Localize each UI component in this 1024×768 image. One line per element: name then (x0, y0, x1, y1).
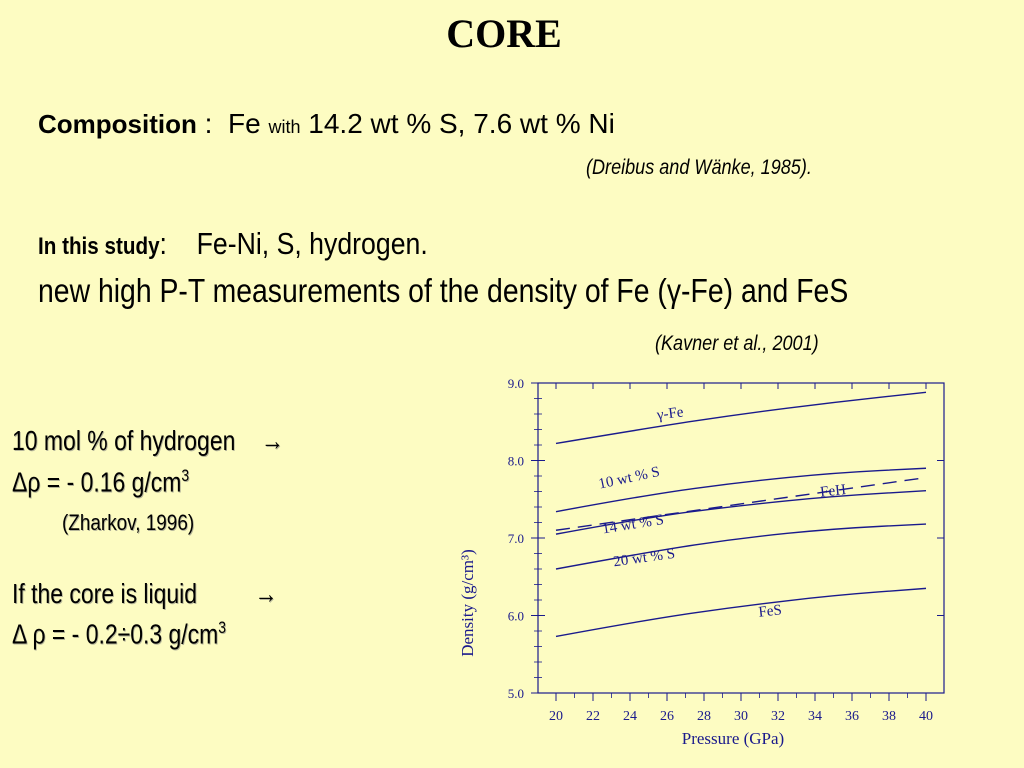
composition-line: Composition : Fe with 14.2 wt % S, 7.6 w… (38, 108, 615, 140)
series-line-14-wt-s (555, 490, 927, 535)
y-tick-label: 9.0 (508, 376, 524, 391)
density-pressure-chart: 5.0 6.0 7.0 8.0 9.0 20 22 24 26 28 30 32 34 36 38 40 γ-… (458, 376, 945, 748)
series-label: FeH (819, 482, 847, 501)
hydrogen-arrow: → (260, 425, 284, 456)
composition-label: Composition (38, 109, 197, 139)
study-measurements: new high P-T measurements of the density… (38, 272, 849, 309)
x-tick-label: 38 (882, 709, 896, 724)
hydrogen-density-change: Δρ = - 0.16 g/cm3 (12, 466, 189, 498)
study-citation: (Kavner et al., 2001) (655, 332, 819, 355)
x-tick-label: 22 (586, 709, 600, 724)
study-line: In this study: Fe-Ni, S, hydrogen. (38, 226, 428, 262)
y-tick-label: 8.0 (508, 454, 524, 469)
series-line-feh (555, 476, 927, 531)
y-axis-label: Density (g/cm³) (458, 549, 477, 657)
x-tick-label: 36 (845, 709, 859, 724)
hydrogen-line: 10 mol % of hydrogen (12, 425, 236, 456)
series-label: γ-Fe (655, 404, 685, 423)
chart-series-labels: γ-Fe 10 wt % S FeH 14 wt % S 20 wt % S FeS (597, 404, 847, 620)
liquid-density-change: Δ ρ = - 0.2÷0.3 g/cm3 (12, 618, 226, 650)
x-tick-label: 26 (660, 709, 674, 724)
liquid-arrow: → (254, 578, 278, 609)
slide-title: CORE (446, 11, 562, 56)
liquid-delta-text: Δ ρ = - 0.2÷0.3 g/cm (12, 618, 219, 650)
x-tick-label: 40 (919, 709, 933, 724)
study-label: In this study (38, 233, 160, 260)
x-tick-label: 28 (697, 709, 711, 724)
composition-fe: Fe (228, 108, 261, 139)
x-tick-label: 34 (808, 709, 822, 724)
series-line-10-wt-s (555, 467, 927, 513)
y-tick-label: 5.0 (508, 686, 524, 701)
series-line--fe (555, 391, 927, 445)
x-tick-label: 24 (623, 709, 637, 724)
series-label: FeS (758, 602, 783, 620)
series-line-fes (555, 587, 927, 638)
hydrogen-delta-text: Δρ = - 0.16 g/cm (12, 466, 182, 498)
x-tick-label: 20 (549, 709, 563, 724)
composition-colon: : (196, 108, 213, 139)
chart-series (555, 391, 927, 638)
composition-with: with (268, 117, 301, 137)
study-colon: : (159, 226, 167, 261)
study-value: Fe-Ni, S, hydrogen. (196, 226, 428, 261)
hydrogen-delta-exp: 3 (181, 466, 190, 485)
x-axis-label: Pressure (GPa) (682, 729, 784, 748)
series-line-20-wt-s (555, 523, 927, 570)
y-tick-label: 7.0 (508, 531, 524, 546)
series-label: 14 wt % S (601, 512, 665, 538)
hydrogen-citation: (Zharkov, 1996) (62, 510, 195, 535)
liquid-line: If the core is liquid (12, 578, 198, 609)
liquid-note: If the core is liquid → (12, 578, 277, 610)
composition-citation: (Dreibus and Wänke, 1985). (586, 156, 812, 179)
x-tick-label: 32 (771, 709, 785, 724)
series-label: 10 wt % S (597, 464, 661, 493)
x-tick-label: 30 (734, 709, 748, 724)
composition-rest: 14.2 wt % S, 7.6 wt % Ni (308, 108, 615, 139)
y-tick-label: 6.0 (508, 609, 524, 624)
chart-axes: 5.0 6.0 7.0 8.0 9.0 20 22 24 26 28 30 32 34 36 38 40 (508, 376, 945, 724)
hydrogen-note: 10 mol % of hydrogen → (12, 425, 284, 457)
liquid-delta-exp: 3 (218, 618, 227, 637)
series-label: 20 wt % S (612, 546, 676, 570)
